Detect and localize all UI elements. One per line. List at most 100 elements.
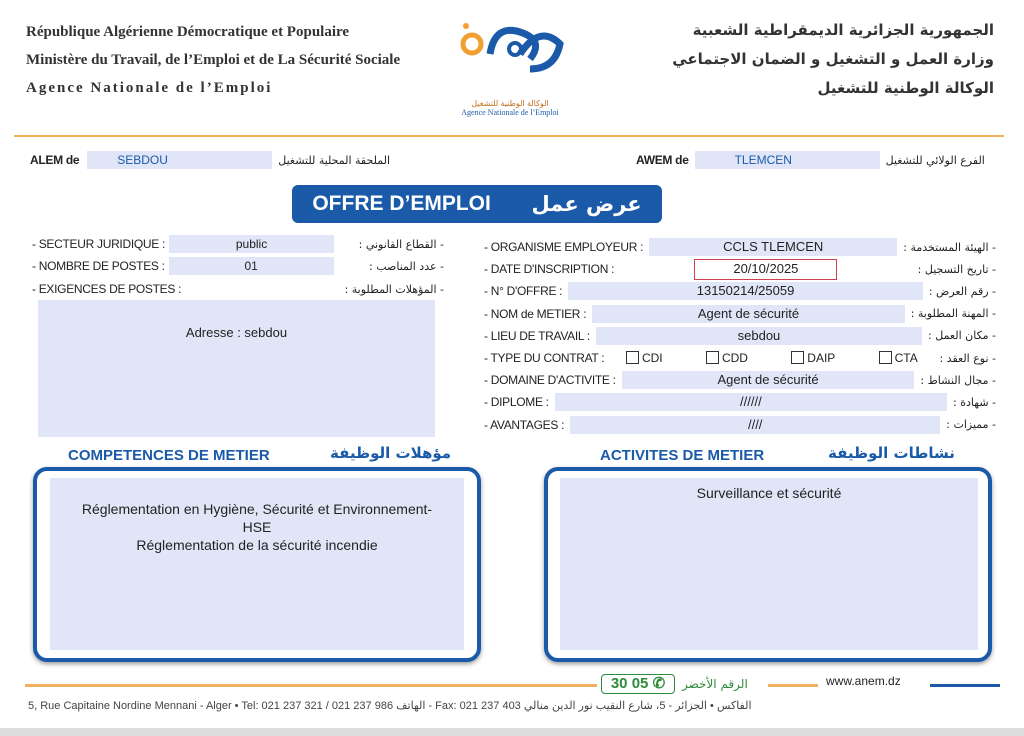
exigences-label: - EXIGENCES DE POSTES :: [32, 282, 182, 296]
title-arabic: عرض عمل: [531, 192, 642, 216]
alem-value: SEBDOU: [87, 151, 273, 169]
agency-name: Agence Nationale de l’Emploi: [26, 80, 273, 96]
field-value: Agent de sécurité: [621, 371, 915, 390]
right-field-row: - LIEU DE TRAVAIL : sebdou - مكان العمل :: [484, 325, 996, 347]
postes-label: - NOMBRE DE POSTES :: [32, 259, 165, 273]
field-label-ar: - مكان العمل :: [928, 329, 996, 343]
field-value: Agent de sécurité: [592, 304, 905, 323]
postes-label-ar: - عدد المناصب :: [369, 259, 444, 273]
contract-label: CDD: [721, 351, 748, 366]
contract-label: CTA: [894, 351, 918, 366]
activites-heading: ACTIVITES DE METIER: [600, 447, 765, 464]
right-field-row: - DOMAINE D'ACTIVITE : Agent de sécurité -…: [484, 369, 996, 391]
alem-label-ar: الملحقة المحلية للتشغيل: [278, 153, 391, 167]
header-divider: [14, 135, 1004, 137]
contract-checkbox-cdi[interactable]: CDI: [625, 351, 663, 366]
bottom-bar: [0, 728, 1024, 736]
ministry-name-ar: وزارة العمل و التشغيل و الضمان الاجتماعي: [672, 50, 994, 68]
contract-options: CDI CDD DAIP CTA: [604, 351, 939, 365]
right-field-row: - NOM de METIER : Agent de sécurité - المه…: [484, 303, 996, 325]
alem-label: ALEM de: [30, 153, 80, 167]
field-label-ar: - مجال النشاط :: [920, 373, 996, 387]
competence-line: HSE: [242, 519, 272, 535]
field-label-ar: - رقم العرض :: [928, 284, 996, 298]
address-box: Adresse : sebdou: [38, 300, 435, 437]
anem-logo-icon: [460, 23, 564, 73]
field-label: - N° D'OFFRE :: [484, 284, 563, 299]
awem-value: TLEMCEN: [694, 151, 880, 169]
checkbox-icon[interactable]: [625, 351, 639, 365]
activites-box: Surveillance et sécurité: [560, 478, 978, 650]
checkbox-icon[interactable]: [791, 351, 805, 365]
field-label-ar: - مميزات :: [946, 418, 996, 432]
logo-arabic-text: الوكالة الوطنية للتشغيل: [471, 99, 549, 108]
field-label-ar: - تاريخ التسجيل :: [917, 262, 996, 276]
agency-name-ar: الوكالة الوطنية للتشغيل: [817, 79, 994, 97]
right-field-row: - ORGANISME EMPLOYEUR : CCLS TLEMCEN - اله…: [484, 236, 996, 258]
activites-heading-ar: نشاطات الوظيفة: [828, 444, 955, 462]
right-field-row: - AVANTAGES : //// - مميزات :: [484, 414, 996, 436]
footer-address: 5, Rue Capitaine Nordine Mennani - Alger…: [28, 700, 752, 712]
republic-name: République Algérienne Démocratique et Po…: [26, 24, 350, 40]
right-field-row: - DIPLOME : ////// - شهادة :: [484, 391, 996, 413]
field-label: - ORGANISME EMPLOYEUR :: [484, 240, 644, 255]
field-value: ////: [570, 415, 941, 434]
right-field-row: - TYPE DU CONTRAT : CDI CDD DAIP CTA - نوع ال…: [484, 347, 996, 369]
awem-row: AWEM de TLEMCEN الفرع الولائي للتشغيل: [636, 150, 985, 170]
contract-checkbox-daip[interactable]: DAIP: [791, 351, 835, 365]
field-label: - AVANTAGES :: [484, 417, 565, 432]
contract-checkbox-cta[interactable]: CTA: [878, 351, 918, 366]
ministry-name: Ministère du Travail, de l’Emploi et de …: [26, 52, 401, 68]
competences-heading-ar: مؤهلات الوظيفة: [330, 444, 452, 462]
logo-french-text: Agence Nationale de l’Emploi: [461, 108, 559, 117]
footer-line-orange-2: [768, 684, 818, 687]
website-link[interactable]: www.anem.dz: [826, 674, 901, 688]
field-value: 13150214/25059: [568, 282, 923, 301]
footer-line-blue: [930, 684, 1000, 687]
date-field: 20/10/2025: [614, 258, 918, 280]
contract-checkbox-cdd[interactable]: CDD: [705, 351, 748, 366]
green-number-value: 30 05: [610, 675, 649, 692]
field-value: //////: [554, 393, 948, 412]
field-label: - TYPE DU CONTRAT :: [484, 351, 605, 366]
field-value: CCLS TLEMCEN: [649, 238, 898, 257]
field-exigences: - EXIGENCES DE POSTES : - المؤهلات المطل…: [32, 279, 444, 299]
competences-box: Réglementation en Hygiène, Sécurité et E…: [50, 478, 464, 650]
right-field-row: - N° D'OFFRE : 13150214/25059 - رقم العرض …: [484, 280, 996, 302]
field-value: sebdou: [595, 326, 923, 345]
anem-logo: الوكالة الوطنية للتشغيل Agence Nationale…: [440, 14, 580, 117]
header-arabic: الجمهورية الجزائرية الديمقراطية الشعبية …: [672, 16, 994, 103]
page-title: OFFRE D’EMPLOI عرض عمل: [292, 185, 662, 223]
contract-label: DAIP: [807, 351, 836, 366]
republic-name-ar: الجمهورية الجزائرية الديمقراطية الشعبية: [692, 21, 994, 39]
field-secteur: - SECTEUR JURIDIQUE : public - القطاع ال…: [32, 234, 444, 254]
secteur-value: public: [169, 235, 335, 253]
secteur-label-ar: - القطاع القانوني :: [358, 237, 444, 251]
field-label: - NOM de METIER :: [484, 306, 587, 321]
competence-line: Réglementation de la sécurité incendie: [136, 537, 378, 553]
contract-label: CDI: [641, 351, 663, 366]
competences-heading: COMPETENCES DE METIER: [68, 447, 270, 464]
field-label-ar: - الهيئة المستخدمة :: [903, 240, 996, 254]
checkbox-icon[interactable]: [705, 351, 719, 365]
green-number: 30 05 ✆: [601, 674, 675, 694]
awem-label-ar: الفرع الولائي للتشغيل: [885, 153, 985, 167]
competence-line: Réglementation en Hygiène, Sécurité et E…: [81, 501, 433, 517]
field-label: - LIEU DE TRAVAIL :: [484, 328, 590, 343]
postes-value: 01: [168, 257, 334, 275]
header-french: République Algérienne Démocratique et Po…: [26, 18, 400, 102]
footer-line-orange: [25, 684, 597, 687]
field-label: - DIPLOME :: [484, 395, 549, 410]
field-label: - DATE D'INSCRIPTION :: [484, 262, 615, 277]
field-label-ar: - نوع العقد :: [939, 351, 996, 365]
exigences-label-ar: - المؤهلات المطلوبة :: [344, 282, 444, 296]
right-field-row: - DATE D'INSCRIPTION : 20/10/2025 - تاريخ …: [484, 258, 996, 280]
field-postes: - NOMBRE DE POSTES : 01 - عدد المناصب :: [32, 256, 444, 276]
right-fields: - ORGANISME EMPLOYEUR : CCLS TLEMCEN - اله…: [484, 236, 996, 436]
date-highlight-box: 20/10/2025: [694, 258, 838, 280]
field-label-ar: - شهادة :: [953, 395, 996, 409]
checkbox-icon[interactable]: [878, 351, 892, 365]
awem-label: AWEM de: [636, 153, 689, 167]
green-number-label: الرقم الأخضر: [682, 677, 748, 691]
field-label-ar: - المهنة المطلوبة :: [910, 307, 996, 321]
